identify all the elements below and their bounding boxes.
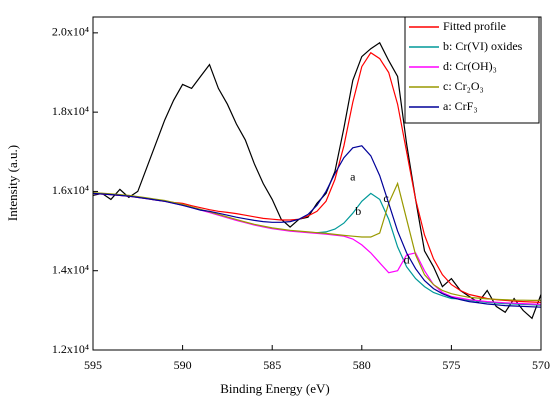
legend-box (404, 16, 540, 124)
y-tick-label: 1.4x10⁴ (52, 262, 89, 276)
y-tick-label: 1.6x10⁴ (52, 183, 89, 197)
annotation: d (404, 253, 410, 267)
y-axis-label: Intensity (a.u.) (5, 145, 20, 221)
annotation: a (350, 169, 356, 183)
series-line (92, 181, 541, 301)
y-tick-label: 1.8x10⁴ (52, 104, 89, 118)
x-tick-label: 575 (442, 358, 460, 372)
legend-label: b: Cr(VI) oxides (443, 39, 523, 53)
legend-label: c: Cr₂O₃ (443, 79, 484, 93)
x-axis-label: Binding Energy (eV) (220, 381, 330, 396)
series-line (92, 192, 542, 306)
series-line (92, 41, 542, 320)
x-tick-label: 585 (263, 358, 281, 372)
y-tick-label: 2.0x10⁴ (52, 25, 89, 39)
legend-label: d: Cr(OH)₃ (443, 59, 497, 73)
x-tick-label: 590 (174, 358, 192, 372)
plot-frame (92, 16, 542, 351)
x-tick-label: 580 (353, 358, 371, 372)
annotation: c (383, 191, 388, 205)
legend-label: Fitted profile (443, 19, 506, 33)
series-line (92, 192, 542, 305)
x-tick-label: 570 (532, 358, 550, 372)
annotation: b (355, 204, 361, 218)
x-tick-label: 595 (84, 358, 102, 372)
legend-label: a: CrF₃ (443, 99, 478, 113)
y-tick-label: 1.2x10⁴ (52, 342, 89, 356)
series-line (92, 145, 542, 308)
